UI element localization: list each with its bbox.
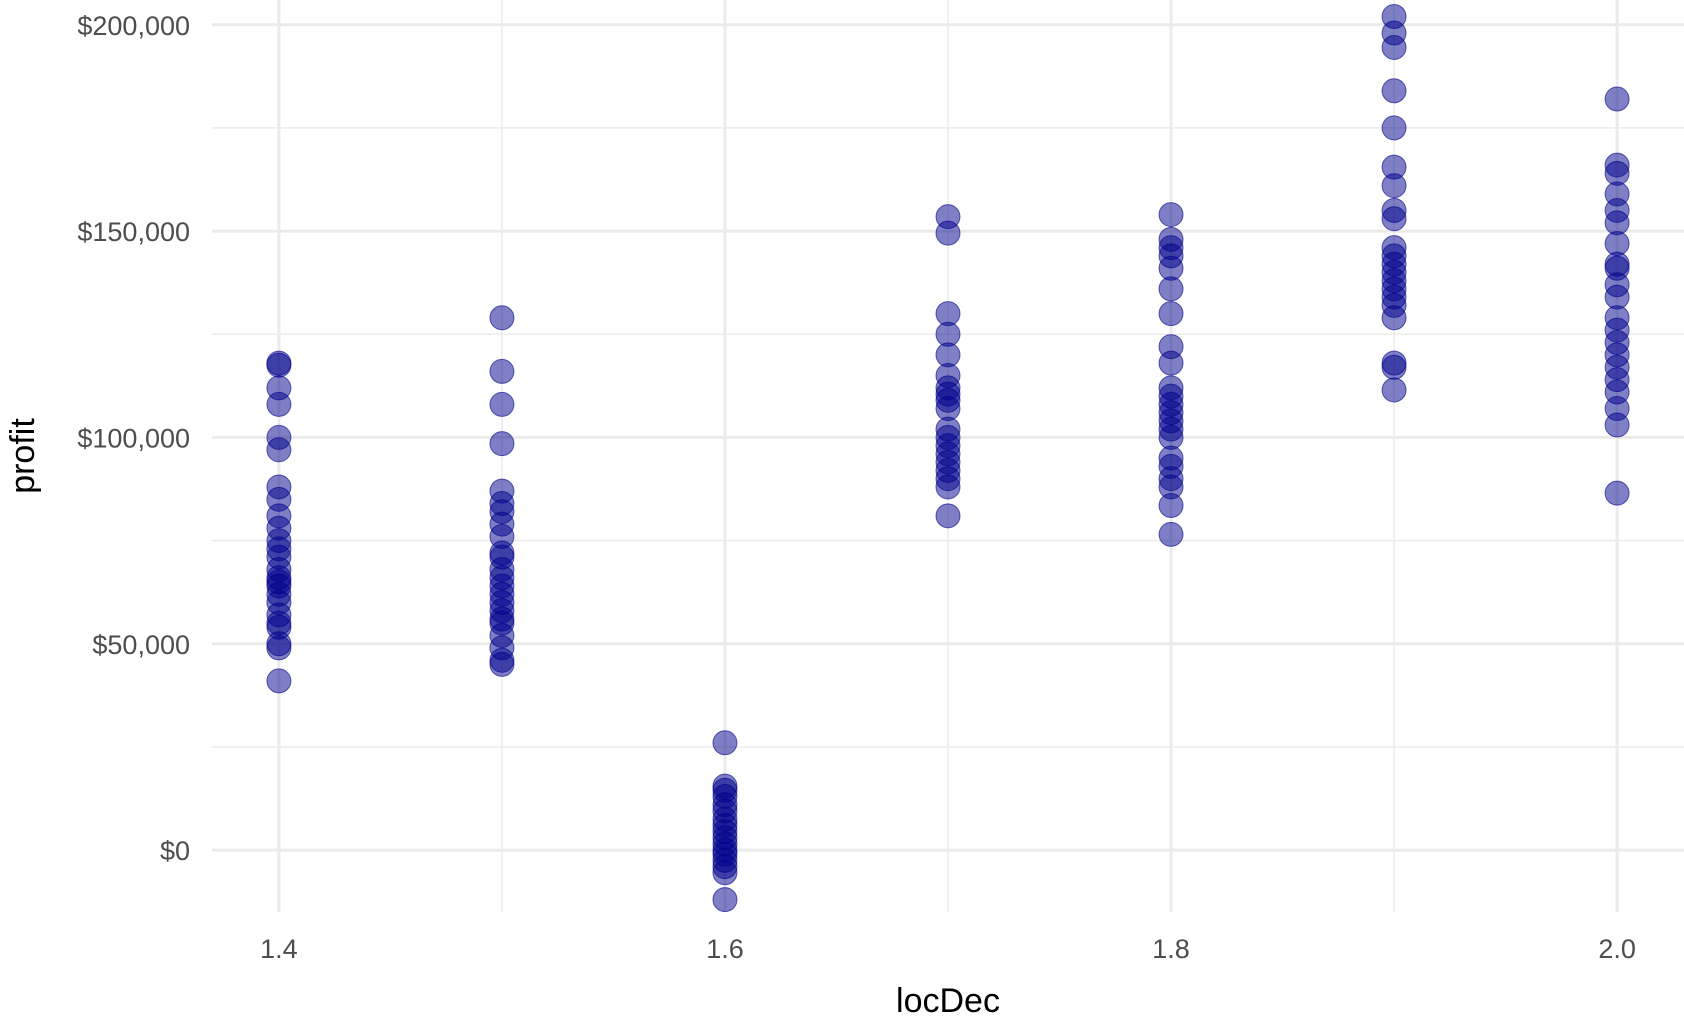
y-tick-label: $100,000 <box>77 423 190 453</box>
data-point <box>1381 377 1407 403</box>
data-point <box>1158 493 1184 519</box>
y-axis-title: profit <box>4 418 42 494</box>
data-point <box>1381 173 1407 199</box>
y-tick-label: $50,000 <box>92 630 190 660</box>
data-point <box>1381 34 1407 60</box>
y-tick-label: $200,000 <box>77 11 190 41</box>
data-point <box>712 887 738 913</box>
data-point <box>935 503 961 529</box>
y-axis-ticks: $0 $50,000 $100,000 $150,000 $200,000 <box>77 11 190 866</box>
x-tick-label: 1.4 <box>260 934 298 964</box>
y-tick-label: $150,000 <box>77 217 190 247</box>
data-point <box>712 860 738 886</box>
data-point <box>1381 305 1407 331</box>
data-point <box>1381 206 1407 232</box>
data-point <box>1158 521 1184 547</box>
data-point <box>1158 301 1184 327</box>
data-point <box>935 474 961 500</box>
data-point <box>489 358 515 384</box>
data-point <box>266 391 292 417</box>
x-axis-title: locDec <box>896 982 1000 1016</box>
data-point <box>266 668 292 694</box>
x-tick-label: 1.8 <box>1152 934 1190 964</box>
data-point <box>489 305 515 331</box>
x-tick-label: 2.0 <box>1598 934 1636 964</box>
x-axis-ticks: 1.4 1.6 1.8 2.0 <box>260 934 1636 964</box>
data-point <box>1604 86 1630 112</box>
data-point <box>266 635 292 661</box>
data-point <box>935 220 961 246</box>
data-point <box>1158 202 1184 228</box>
data-point <box>266 437 292 463</box>
data-point <box>1604 480 1630 506</box>
data-points <box>266 4 1630 913</box>
y-tick-label: $0 <box>160 836 190 866</box>
data-point <box>1158 276 1184 302</box>
data-point <box>1381 78 1407 104</box>
data-point <box>1381 354 1407 380</box>
data-point <box>489 651 515 677</box>
data-point <box>1604 412 1630 438</box>
data-point <box>266 352 292 378</box>
data-point <box>712 730 738 756</box>
data-point <box>1158 350 1184 376</box>
data-point <box>489 431 515 457</box>
x-tick-label: 1.6 <box>706 934 744 964</box>
data-point <box>1381 115 1407 141</box>
data-point <box>489 391 515 417</box>
